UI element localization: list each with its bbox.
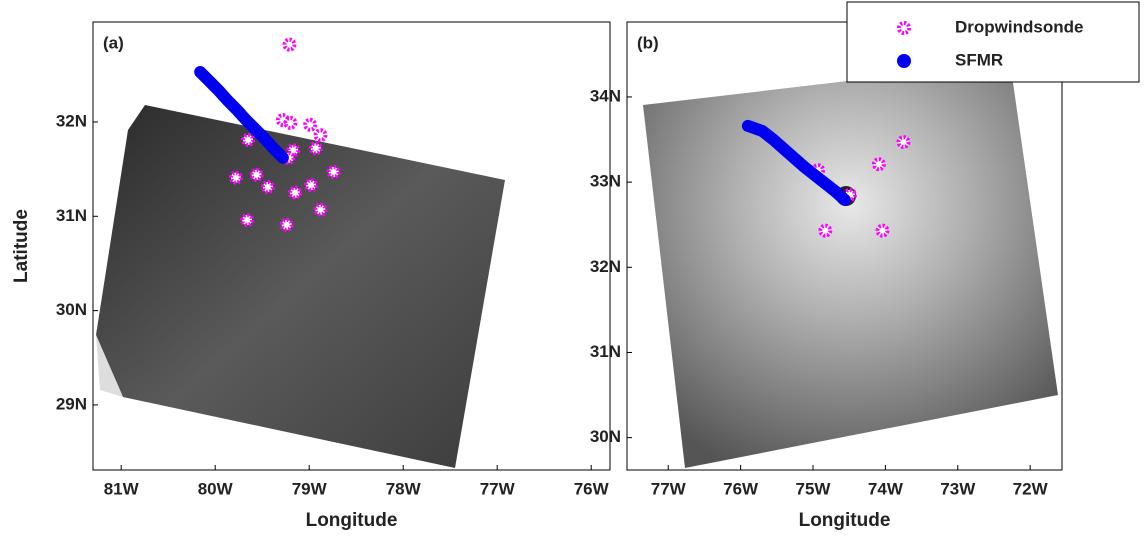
x-tick-label: 75W: [796, 479, 832, 498]
dropwindsonde-point: [283, 115, 298, 130]
sfmr-track: [741, 119, 851, 206]
dropwindsonde-point: [896, 135, 911, 150]
x-tick-label: 79W: [292, 479, 328, 498]
y-tick-label: 34N: [590, 86, 621, 105]
y-tick-label: 29N: [56, 394, 87, 413]
x-axis-label: Longitude: [799, 510, 891, 531]
sar-image: [643, 62, 1058, 468]
dropwindsonde-point: [818, 223, 833, 238]
dropwindsonde-point: [241, 132, 256, 147]
dropwindsonde-point: [240, 213, 255, 228]
dropwindsonde-point: [308, 141, 323, 156]
x-tick-label: 77W: [651, 479, 687, 498]
dropwindsonde-point: [326, 164, 341, 179]
y-tick-label: 32N: [590, 257, 621, 276]
dropwindsonde-point: [303, 117, 318, 132]
legend-box: [846, 1, 1140, 83]
dropwindsonde-point: [875, 223, 890, 238]
panel-label: (a): [103, 33, 124, 52]
dropwindsonde-point: [288, 185, 303, 200]
x-tick-label: 72W: [1013, 479, 1049, 498]
dropwindsonde-point: [282, 37, 297, 52]
y-tick-label: 30N: [56, 300, 87, 319]
x-axis-label: Longitude: [306, 510, 398, 531]
dropwindsonde-point: [228, 170, 243, 185]
y-tick-label: 31N: [56, 206, 87, 225]
legend-swatch: [897, 54, 911, 68]
dropwindsonde-point: [304, 178, 319, 193]
x-tick-label: 80W: [198, 479, 234, 498]
plot-frame: [626, 21, 1063, 471]
y-tick-label: 30N: [590, 427, 621, 446]
legend-label: SFMR: [955, 50, 1003, 69]
x-tick-label: 81W: [104, 479, 140, 498]
dropwindsonde-point: [249, 167, 264, 182]
x-tick-label: 73W: [940, 479, 976, 498]
x-tick-label: 77W: [480, 479, 516, 498]
dropwindsonde-point: [313, 128, 328, 143]
y-tick-label: 31N: [590, 342, 621, 361]
dropwindsonde-point: [260, 180, 275, 195]
x-tick-label: 78W: [386, 479, 422, 498]
x-tick-label: 74W: [868, 479, 904, 498]
dropwindsonde-point: [871, 157, 886, 172]
dropwindsonde-point: [279, 217, 294, 232]
y-tick-label: 33N: [590, 172, 621, 191]
legend-swatch: [897, 21, 911, 35]
plot-frame: [92, 21, 611, 471]
y-axis-label: Latitude: [11, 209, 32, 283]
sfmr-track: [194, 66, 289, 164]
panel-label: (b): [637, 33, 659, 52]
x-tick-label: 76W: [723, 479, 759, 498]
x-tick-label: 76W: [574, 479, 610, 498]
y-tick-label: 32N: [56, 111, 87, 130]
legend-label: Dropwindsonde: [955, 17, 1083, 36]
sar-image: [96, 105, 505, 468]
dropwindsonde-point: [313, 202, 328, 217]
